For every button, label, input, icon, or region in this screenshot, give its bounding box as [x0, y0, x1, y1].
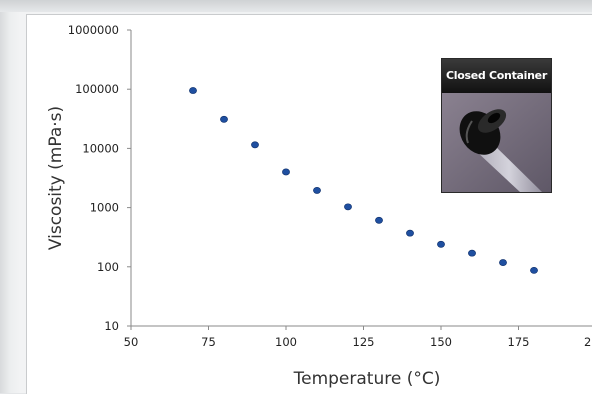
data-point — [313, 187, 321, 194]
closed-container-photo: Closed Container — [441, 58, 552, 193]
data-point — [344, 203, 352, 211]
data-point — [468, 249, 476, 257]
x-tick-label: 50 — [124, 335, 139, 349]
data-point — [220, 115, 228, 123]
data-point — [375, 216, 383, 224]
inset-title: Closed Container — [442, 59, 551, 93]
data-point — [530, 266, 538, 274]
x-tick-label: 100 — [275, 335, 297, 349]
data-point — [437, 240, 445, 248]
y-tick-label: 10000 — [82, 141, 119, 155]
y-ticks: 10 100 1000 10000 100000 1000000 — [68, 23, 131, 333]
y-tick-label: 10 — [104, 319, 119, 333]
y-tick-label: 1000 — [90, 201, 119, 215]
data-point — [189, 87, 197, 94]
x-tick-label: 175 — [508, 335, 530, 349]
chart-axes — [130, 30, 592, 327]
y-tick-label: 1000000 — [68, 23, 119, 37]
x-tick-label: 20 — [584, 335, 592, 349]
data-points — [189, 87, 538, 274]
data-point — [499, 259, 507, 266]
data-point — [406, 229, 414, 237]
x-axis-title: Temperature (°C) — [293, 369, 441, 389]
container-illustration — [442, 93, 551, 192]
x-tick-label: 150 — [430, 335, 452, 349]
x-tick-label: 125 — [353, 335, 375, 349]
y-tick-label: 100 — [97, 260, 119, 274]
x-ticks: 50 75 100 125 150 175 20 — [124, 326, 592, 349]
x-tick-label: 75 — [201, 335, 216, 349]
y-tick-label: 100000 — [75, 82, 119, 96]
y-axis-title: Viscosity (mPa·s) — [46, 106, 66, 250]
data-point — [282, 168, 290, 176]
top-bar — [0, 0, 592, 12]
data-point — [251, 141, 259, 149]
